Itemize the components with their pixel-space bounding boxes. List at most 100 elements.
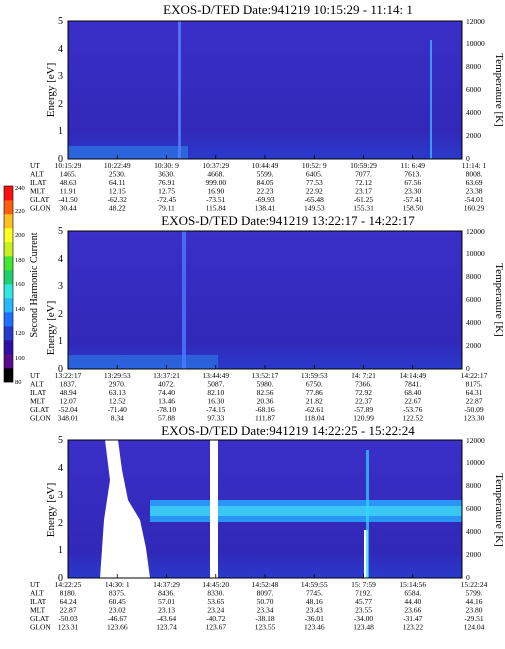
table-cell: 82.56 (257, 388, 274, 397)
table-cell: 348.01 (58, 414, 79, 423)
table-cell: 57.01 (158, 597, 175, 606)
table-cell: -62.32 (108, 195, 128, 204)
y2-tick: 2000 (466, 131, 481, 140)
table-cell: 13:37:21 (153, 371, 180, 380)
colorbar-tick: 100 (15, 355, 25, 362)
y-tick: 3 (58, 281, 63, 292)
y-axis-right: 0 2000 4000 6000 8000 10000 12000 (466, 17, 485, 163)
table-cell: 45.77 (355, 597, 372, 606)
table-cell: 12.07 (60, 397, 77, 406)
table-cell: 23.17 (355, 187, 372, 196)
colorbar-swatch (4, 228, 13, 243)
table-cell: 124.04 (464, 623, 485, 632)
table-cell: 10:44:49 (252, 161, 279, 170)
table-cell: 50.70 (257, 597, 274, 606)
table-cell: 23.30 (404, 187, 421, 196)
table-cell: -50.09 (464, 405, 484, 414)
table-cell: 7841. (404, 380, 421, 389)
y-tick: 1 (58, 545, 63, 556)
row-label: GLAT (30, 195, 50, 204)
table-cell: 11:14: 1 (462, 161, 487, 170)
y2-axis-label: Temperature [K] (493, 53, 505, 126)
colorbar-swatch (4, 284, 13, 299)
table-cell: 4668. (207, 170, 224, 179)
y2-tick: 2000 (466, 341, 481, 350)
table-cell: 155.31 (353, 204, 374, 213)
y2-tick: 0 (466, 573, 470, 582)
table-cell: 120.99 (353, 414, 374, 423)
y-tick: 4 (58, 254, 63, 265)
table-cell: 7077. (355, 170, 372, 179)
table-cell: -68.16 (255, 405, 275, 414)
table-cell: 64.24 (60, 597, 77, 606)
table-cell: -40.72 (206, 614, 226, 623)
colorbar-tick: 220 (15, 208, 25, 215)
table-cell: -65.48 (305, 195, 325, 204)
table-cell: 97.33 (207, 414, 224, 423)
y-tick: 0 (58, 154, 63, 165)
table-cell: 16.30 (207, 397, 224, 406)
y-tick: 0 (58, 364, 63, 375)
y-axis-label: Energy [eV] (45, 301, 57, 355)
table-cell: 138.41 (255, 204, 276, 213)
colorbar-swatch (4, 368, 13, 383)
table-cell: 6584. (404, 589, 421, 598)
table-cell: 123.22 (402, 623, 423, 632)
y-axis-left: 0 1 2 3 4 5 (58, 226, 63, 375)
table-cell: 5599. (257, 170, 274, 179)
table-cell: 15:22:24 (461, 580, 488, 589)
table-cell: 115.84 (206, 204, 227, 213)
table-cell: -36.01 (305, 614, 325, 623)
table-cell: 53.65 (207, 597, 224, 606)
table-cell: 8330. (207, 589, 224, 598)
y-tick: 1 (58, 126, 63, 137)
table-cell: 149.53 (304, 204, 325, 213)
table-cell: -57.89 (354, 405, 374, 414)
table-cell: 10:15:29 (55, 161, 82, 170)
table-cell: 6405. (306, 170, 323, 179)
table-cell: 15:14:56 (399, 580, 426, 589)
row-label: ALT (30, 170, 44, 179)
colorbar-tick: 200 (15, 232, 25, 239)
stripe (366, 450, 369, 578)
table-cell: 23.80 (466, 606, 483, 615)
row-label: UT (30, 161, 40, 170)
ephemeris-table: UT 13:22:17 13:29:53 13:37:21 13:44:49 13:52:… (30, 365, 488, 423)
table-cell: 1837. (60, 380, 77, 389)
table-cell: 77.86 (306, 388, 323, 397)
table-cell: 48.63 (60, 178, 77, 187)
colorbar-label: Second Harmonic Current (29, 232, 40, 337)
panel-title: EXOS-D/TED Date:941219 10:15:29 - 11:14:… (163, 2, 413, 17)
data-gap (210, 440, 218, 578)
table-cell: 84.05 (257, 178, 274, 187)
table-cell: 123.74 (156, 623, 177, 632)
row-label: GLON (30, 623, 51, 632)
table-cell: -46.67 (108, 614, 128, 623)
table-cell: 12.15 (109, 187, 126, 196)
table-cell: 60.45 (109, 597, 126, 606)
table-cell: 12.75 (158, 187, 175, 196)
table-cell: -78.10 (157, 405, 177, 414)
colorbar-tick: 140 (15, 306, 25, 313)
table-cell: 22.37 (355, 397, 372, 406)
colorbar-swatch (4, 298, 13, 313)
table-cell: 8008. (466, 170, 483, 179)
table-cell: 48.94 (60, 388, 77, 397)
table-cell: 14: 7:21 (351, 371, 376, 380)
table-cell: 7366. (355, 380, 372, 389)
table-cell: 7745. (306, 589, 323, 598)
colorbar-swatch (4, 354, 13, 369)
table-cell: 122.52 (402, 414, 423, 423)
row-label: UT (30, 371, 40, 380)
table-cell: 123.48 (353, 623, 374, 632)
table-cell: -29.51 (464, 614, 484, 623)
table-cell: 44.16 (466, 597, 483, 606)
y-axis-label: Energy [eV] (45, 63, 57, 117)
y-tick: 0 (58, 573, 63, 584)
ephemeris-tables: UT 10:15:29 10:22:49 10:30: 9 10:37:29 10:44:… (30, 155, 488, 632)
row-label: MLT (30, 187, 46, 196)
table-cell: -57.41 (403, 195, 423, 204)
colorbar-swatch (4, 214, 13, 229)
panel-1: EXOS-D/TED Date:941219 10:15:29 - 11:14:… (45, 2, 505, 165)
table-cell: 20.36 (257, 397, 274, 406)
